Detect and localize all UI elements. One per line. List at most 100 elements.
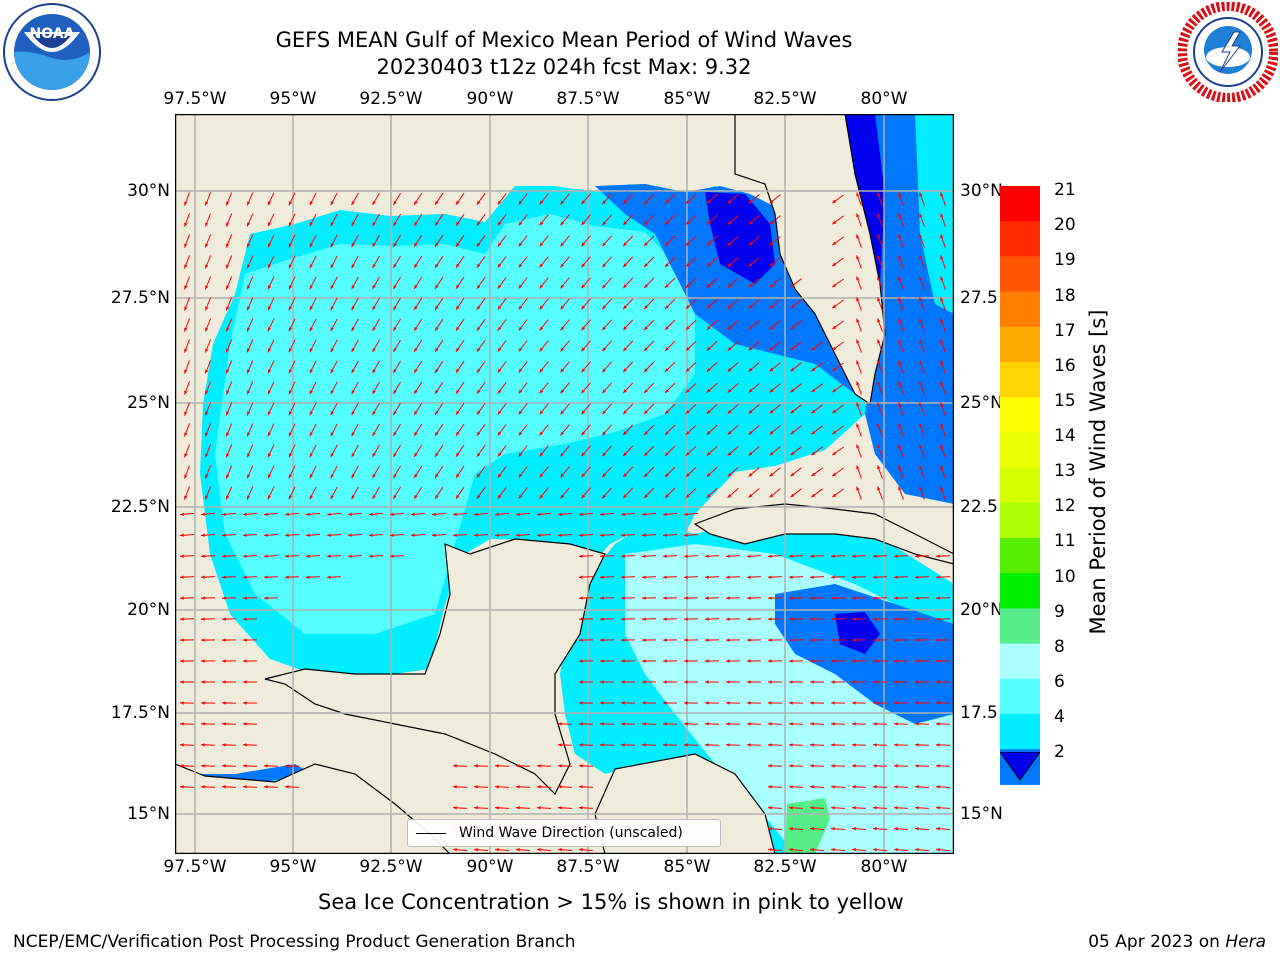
colorbar-tick: 11 bbox=[1054, 531, 1076, 551]
wave-direction-arrow bbox=[309, 297, 317, 311]
wave-direction-arrow bbox=[620, 617, 636, 621]
wave-direction-arrow bbox=[704, 575, 720, 579]
wave-direction-arrow bbox=[769, 383, 781, 393]
wave-direction-arrow bbox=[578, 575, 594, 579]
wave-direction-arrow bbox=[392, 423, 402, 437]
wave-direction-arrow bbox=[225, 192, 233, 206]
wave-direction-arrow bbox=[497, 361, 507, 373]
wave-direction-arrow bbox=[246, 234, 254, 248]
svg-text:NOAA: NOAA bbox=[30, 26, 75, 42]
map-gridlines bbox=[175, 114, 954, 854]
wave-direction-arrow bbox=[788, 638, 804, 642]
colorbar bbox=[1000, 186, 1040, 786]
wave-direction-arrow bbox=[497, 382, 507, 394]
wave-direction-arrow bbox=[476, 214, 486, 226]
wave-direction-arrow bbox=[515, 785, 531, 789]
wave-direction-arrow bbox=[706, 319, 718, 331]
wave-direction-arrow bbox=[476, 298, 486, 310]
legend-label: Wind Wave Direction (unscaled) bbox=[459, 825, 683, 841]
wave-direction-arrow bbox=[767, 806, 783, 810]
wave-direction-arrow bbox=[351, 297, 359, 311]
wave-direction-arrow bbox=[242, 659, 258, 663]
wave-direction-arrow bbox=[309, 486, 317, 500]
wave-direction-arrow bbox=[204, 234, 212, 248]
colorbar-segment bbox=[1000, 678, 1040, 715]
wave-direction-arrow bbox=[497, 340, 507, 352]
wave-direction-arrow bbox=[600, 680, 614, 684]
wave-direction-arrow bbox=[856, 192, 862, 206]
wave-direction-arrow bbox=[664, 487, 676, 499]
wave-direction-arrow bbox=[288, 276, 296, 290]
wave-direction-arrow bbox=[706, 361, 718, 373]
wave-direction-arrow bbox=[225, 276, 233, 290]
wave-direction-arrow bbox=[288, 402, 296, 416]
wave-direction-arrow bbox=[179, 743, 195, 747]
wave-direction-arrow bbox=[914, 827, 930, 831]
gulf-of-mexico-map bbox=[174, 113, 955, 855]
wave-direction-arrow bbox=[288, 297, 296, 311]
wave-direction-arrow bbox=[267, 192, 275, 206]
wave-direction-arrow bbox=[515, 512, 531, 516]
wave-direction-arrow bbox=[309, 255, 317, 269]
wave-direction-arrow bbox=[351, 444, 359, 458]
wave-direction-arrow bbox=[599, 617, 615, 621]
wave-direction-arrow bbox=[746, 638, 762, 642]
wave-direction-arrow bbox=[389, 533, 405, 537]
colorbar-segment bbox=[1000, 397, 1040, 433]
wave-direction-arrow bbox=[746, 659, 762, 663]
wave-direction-arrow bbox=[898, 360, 904, 374]
wave-direction-arrow bbox=[935, 806, 951, 810]
wave-direction-arrow bbox=[622, 298, 634, 310]
wave-direction-arrow bbox=[221, 785, 237, 789]
wave-direction-arrow bbox=[727, 278, 739, 288]
wave-direction-arrow bbox=[706, 445, 718, 457]
wave-direction-arrow bbox=[372, 444, 380, 458]
wave-direction-arrow bbox=[330, 192, 338, 206]
wave-direction-arrow bbox=[372, 213, 380, 227]
wave-direction-arrow bbox=[706, 382, 718, 394]
wave-direction-arrow bbox=[267, 360, 275, 374]
wave-direction-arrow bbox=[809, 785, 825, 789]
wave-direction-arrow bbox=[413, 276, 423, 290]
wave-direction-arrow bbox=[893, 764, 909, 768]
wave-direction-arrow bbox=[664, 361, 676, 373]
florida-peninsula bbox=[734, 114, 886, 406]
wave-direction-arrow bbox=[351, 339, 359, 353]
wave-direction-arrow bbox=[830, 596, 846, 600]
wave-direction-arrow bbox=[200, 764, 216, 768]
wave-direction-arrow bbox=[643, 466, 655, 478]
wave-direction-arrow bbox=[309, 276, 317, 290]
wave-direction-arrow bbox=[914, 806, 930, 810]
colorbar-segment bbox=[1000, 186, 1040, 222]
colorbar-tick: 15 bbox=[1054, 391, 1076, 411]
wave-direction-arrow bbox=[893, 722, 909, 726]
wave-direction-arrow bbox=[372, 297, 380, 311]
wave-direction-arrow bbox=[788, 827, 804, 831]
wave-direction-arrow bbox=[622, 340, 634, 352]
wave-direction-arrow bbox=[809, 701, 825, 705]
wave-direction-arrow bbox=[309, 339, 317, 353]
wave-direction-arrow bbox=[725, 617, 741, 621]
wave-direction-arrow bbox=[620, 512, 636, 516]
wave-direction-arrow bbox=[914, 617, 930, 621]
wave-direction-arrow bbox=[246, 360, 254, 374]
wave-direction-arrow bbox=[788, 554, 804, 558]
wave-direction-arrow bbox=[727, 215, 739, 225]
wave-direction-arrow bbox=[746, 575, 762, 579]
wave-direction-arrow bbox=[557, 533, 573, 537]
wave-direction-arrow bbox=[200, 554, 216, 558]
wave-direction-arrow bbox=[579, 680, 593, 684]
wave-direction-arrow bbox=[622, 424, 634, 436]
wave-direction-arrow bbox=[919, 213, 925, 227]
wave-direction-arrow bbox=[662, 533, 678, 537]
wave-direction-arrow bbox=[727, 320, 739, 330]
colorbar-scale bbox=[1000, 186, 1040, 785]
wave-direction-arrow bbox=[830, 722, 846, 726]
colorbar-tick: 18 bbox=[1054, 286, 1076, 306]
wave-direction-arrow bbox=[683, 617, 699, 621]
wave-direction-arrow bbox=[830, 827, 846, 831]
lat-tick-right: 27.5 bbox=[960, 288, 998, 308]
colorbar-underflow-arrow bbox=[999, 751, 1041, 782]
wave-direction-arrow bbox=[790, 488, 802, 498]
wave-direction-arrow bbox=[242, 617, 258, 621]
